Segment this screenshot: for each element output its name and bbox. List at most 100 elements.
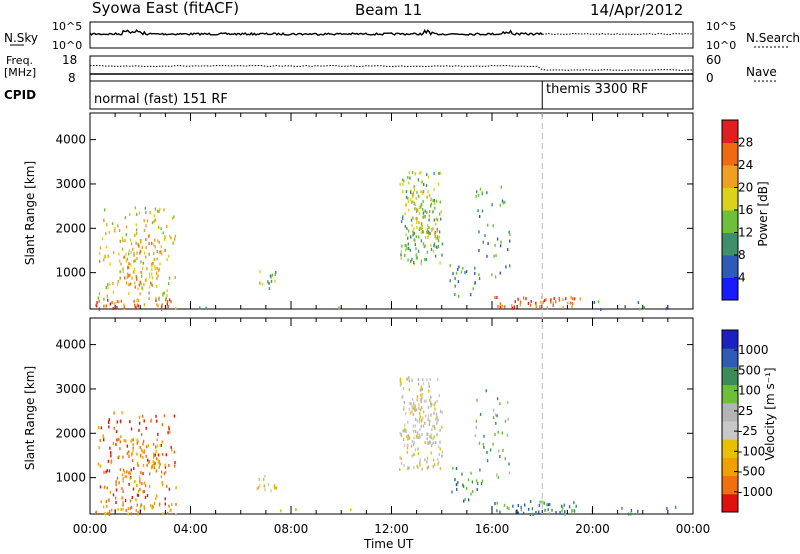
velocity-scatter-cell bbox=[168, 504, 170, 508]
velocity-scatter-cell bbox=[259, 484, 261, 488]
power-scatter-cell bbox=[151, 272, 153, 276]
nave-label: Nave bbox=[746, 65, 777, 79]
velocity-scatter-cell bbox=[119, 468, 122, 472]
power-scatter-cell bbox=[407, 175, 409, 179]
power-scatter-cell bbox=[415, 217, 417, 221]
velocity-scatter-cell bbox=[108, 469, 111, 473]
power-scatter-cell bbox=[525, 297, 527, 301]
power-scatter-cell bbox=[436, 229, 438, 233]
power-scatter-cell bbox=[118, 229, 121, 232]
search-tick-bottom: 10^0 bbox=[706, 39, 737, 52]
power-scatter-cell bbox=[434, 232, 436, 236]
power-colorbar-swatch bbox=[722, 165, 738, 188]
velocity-scatter-cell bbox=[480, 482, 483, 485]
velocity-scatter-cell bbox=[157, 432, 159, 436]
power-scatter-cell bbox=[270, 279, 273, 283]
velocity-scatter-cell bbox=[108, 510, 111, 513]
power-scatter-cell bbox=[103, 218, 105, 222]
power-scatter-cell bbox=[143, 303, 146, 307]
power-scatter-cell bbox=[439, 200, 441, 204]
power-scatter-cell bbox=[113, 229, 116, 233]
power-scatter-cell bbox=[426, 173, 428, 177]
power-scatter-cell bbox=[173, 215, 175, 219]
nave-tick-bottom: 0 bbox=[706, 71, 714, 85]
velocity-scatter-cell bbox=[167, 431, 169, 435]
power-scatter-cell bbox=[418, 206, 421, 209]
velocity-scatter-cell bbox=[108, 418, 110, 422]
power-scatter-cell bbox=[410, 259, 412, 263]
velocity-scatter-cell bbox=[429, 378, 432, 381]
velocity-scatter-cell bbox=[139, 478, 141, 482]
velocity-scatter-cell bbox=[128, 482, 130, 486]
velocity-scatter-cell bbox=[273, 484, 276, 488]
power-scatter-cell bbox=[428, 193, 431, 197]
power-scatter-cell bbox=[423, 214, 425, 218]
velocity-colorbar-swatch bbox=[722, 366, 738, 386]
velocity-scatter-cell bbox=[483, 434, 485, 438]
velocity-scatter-cell bbox=[512, 504, 514, 508]
velocity-scatter-cell bbox=[164, 497, 166, 501]
power-scatter-cell bbox=[112, 290, 115, 294]
velocity-scatter-cell bbox=[412, 412, 414, 416]
velocity-scatter-cell bbox=[562, 506, 564, 510]
velocity-scatter-cell bbox=[275, 486, 278, 490]
velocity-scatter-cell bbox=[416, 395, 419, 399]
power-scatter-cell bbox=[482, 240, 484, 244]
velocity-scatter-cell bbox=[441, 425, 443, 429]
power-scatter-cell bbox=[164, 248, 166, 252]
power-scatter-cell bbox=[144, 278, 147, 282]
power-scatter-cell bbox=[146, 219, 149, 223]
velocity-scatter-cell bbox=[119, 447, 121, 451]
velocity-scatter-cell bbox=[437, 378, 439, 381]
power-scatter-cell bbox=[495, 254, 497, 257]
velocity-scatter-cell bbox=[156, 438, 158, 442]
velocity-scatter-cell bbox=[400, 461, 403, 465]
velocity-scatter-cell bbox=[420, 393, 422, 397]
power-scatter-cell bbox=[414, 202, 416, 206]
velocity-scatter-cell bbox=[506, 506, 508, 510]
power-scatter-cell bbox=[412, 233, 414, 237]
velocity-scatter-cell bbox=[547, 503, 549, 507]
velocity-scatter-cell bbox=[524, 503, 526, 507]
velocity-scatter-cell bbox=[564, 512, 566, 516]
velocity-scatter-cell bbox=[421, 378, 424, 382]
power-scatter-cell bbox=[465, 270, 468, 274]
velocity-scatter-cell bbox=[155, 469, 158, 473]
power-scatter-cell bbox=[259, 270, 261, 274]
power-scatter-cell bbox=[426, 228, 429, 232]
velocity-scatter-cell bbox=[150, 418, 153, 422]
power-scatter-cell bbox=[205, 306, 207, 310]
power-scatter-cell bbox=[436, 227, 438, 231]
power-scatter-cell bbox=[487, 242, 489, 246]
power-scatter-cell bbox=[148, 242, 150, 246]
velocity-scatter-cell bbox=[496, 414, 498, 418]
velocity-scatter-cell bbox=[132, 487, 135, 491]
velocity-scatter-cell bbox=[413, 453, 415, 456]
velocity-scatter-cell bbox=[105, 500, 107, 504]
power-scatter-cell bbox=[421, 226, 423, 230]
power-scatter-cell bbox=[402, 217, 404, 220]
power-scatter-cell bbox=[128, 283, 130, 287]
power-scatter-cell bbox=[104, 208, 106, 212]
power-scatter-cell bbox=[427, 190, 429, 194]
velocity-scatter-cell bbox=[497, 475, 499, 479]
velocity-scatter-cell bbox=[434, 401, 436, 405]
velocity-scatter-cell bbox=[156, 419, 158, 423]
velocity-scatter-cell bbox=[168, 425, 170, 429]
power-scatter-cell bbox=[148, 234, 150, 238]
power-scatter-cell bbox=[415, 235, 417, 239]
velocity-scatter-cell bbox=[95, 510, 97, 514]
power-scatter-cell bbox=[409, 198, 412, 202]
power-scatter-cell bbox=[151, 276, 154, 280]
power-scatter-cell bbox=[141, 245, 143, 249]
power-scatter-cell bbox=[452, 272, 454, 276]
power-scatter-cell bbox=[401, 178, 404, 182]
power-scatter-cell bbox=[148, 272, 151, 276]
power-scatter-cell bbox=[407, 196, 409, 200]
power-scatter-cell bbox=[98, 299, 100, 303]
velocity-scatter-cell bbox=[115, 483, 117, 487]
velocity-scatter-cell bbox=[413, 440, 415, 444]
power-scatter-cell bbox=[558, 297, 560, 300]
velocity-scatter-cell bbox=[425, 414, 427, 418]
velocity-scatter-cell bbox=[145, 426, 147, 430]
